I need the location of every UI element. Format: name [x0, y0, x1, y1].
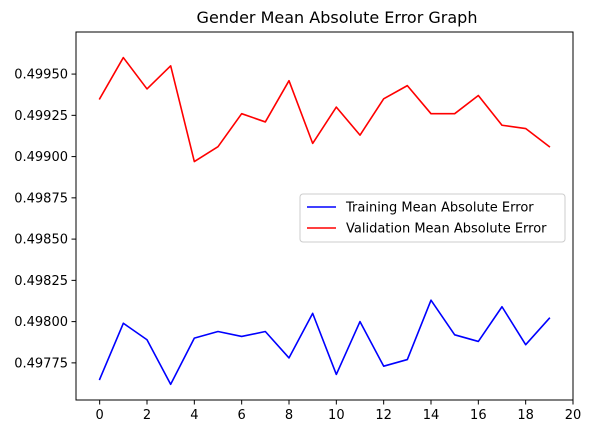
- x-tick-label: 2: [143, 408, 151, 423]
- y-tick-label: 0.49850: [14, 233, 68, 248]
- x-tick-label: 0: [96, 408, 104, 423]
- chart-title: Gender Mean Absolute Error Graph: [197, 8, 478, 27]
- x-tick-label: 14: [423, 408, 440, 423]
- series-line-training: [98, 299, 551, 386]
- y-tick-label: 0.49900: [14, 150, 68, 165]
- x-tick-label: 18: [517, 408, 534, 423]
- legend-label: Training Mean Absolute Error: [345, 201, 534, 216]
- legend-label: Validation Mean Absolute Error: [346, 222, 547, 237]
- y-axis: 0.49775 0.49800 0.49825 0.49850 0.49875 0.499…: [14, 68, 76, 371]
- plot-area: [75, 31, 574, 401]
- y-tick-label: 0.49825: [14, 274, 68, 289]
- x-tick-label: 8: [285, 408, 293, 423]
- x-axis: 0 2 4 6 8 10 12 14 16 18 20: [96, 400, 582, 423]
- y-tick-label: 0.49875: [14, 191, 68, 206]
- series-layer: [98, 56, 551, 386]
- x-tick-label: 10: [328, 408, 345, 423]
- x-tick-label: 4: [190, 408, 198, 423]
- x-tick-label: 20: [565, 408, 582, 423]
- y-tick-label: 0.49925: [14, 109, 68, 124]
- plot-frame: [75, 31, 574, 401]
- y-tick-label: 0.49775: [14, 356, 68, 371]
- series-line-validation: [98, 56, 551, 163]
- legend-box: [299, 193, 566, 243]
- x-tick-label: 12: [375, 408, 392, 423]
- x-tick-label: 6: [238, 408, 246, 423]
- legend: Training Mean Absolute Error Validation M…: [299, 193, 566, 243]
- x-tick-label: 16: [470, 408, 487, 423]
- y-tick-label: 0.49950: [14, 68, 68, 83]
- y-tick-label: 0.49800: [14, 315, 68, 330]
